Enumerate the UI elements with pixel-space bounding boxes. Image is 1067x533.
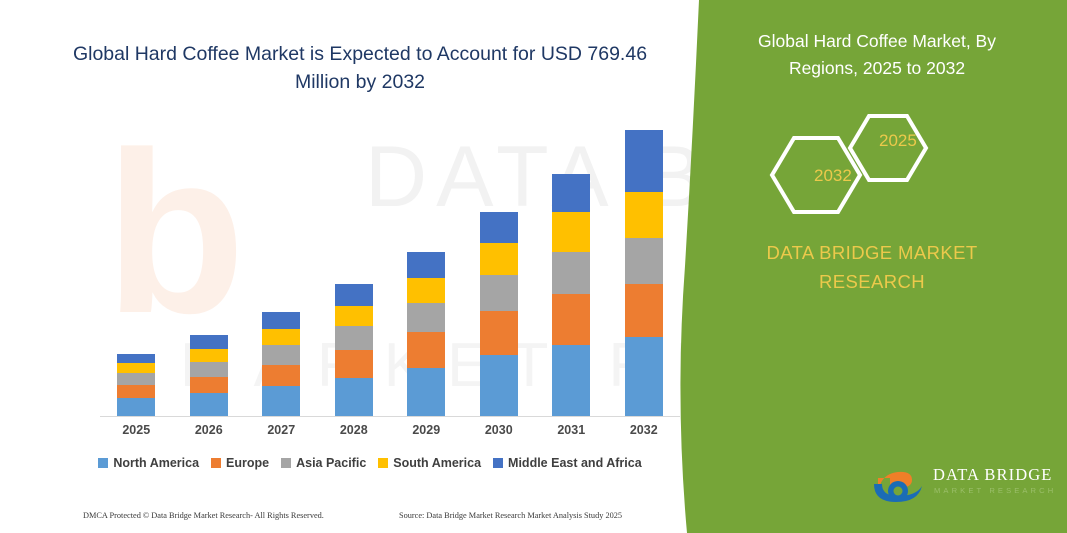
x-axis-line bbox=[100, 416, 680, 417]
legend-item[interactable]: North America bbox=[98, 456, 199, 470]
chart-legend: North America Europe Asia Pacific South Ame… bbox=[60, 456, 680, 470]
bar-group bbox=[479, 212, 518, 416]
bar-segment bbox=[262, 345, 301, 366]
x-axis-label: 2026 bbox=[194, 423, 223, 437]
legend-swatch-icon bbox=[98, 458, 109, 468]
bar-segment bbox=[624, 284, 663, 338]
green-panel-content: Global Hard Coffee Market, By Regions, 2… bbox=[667, 0, 1067, 533]
bar-segment bbox=[189, 392, 228, 416]
hexagon-outlines bbox=[769, 114, 929, 214]
legend-item[interactable]: Europe bbox=[211, 456, 269, 470]
bar-segment bbox=[479, 310, 518, 356]
legend-label: Europe bbox=[226, 456, 270, 470]
bar-segment bbox=[407, 302, 446, 333]
bar-segment bbox=[262, 328, 301, 346]
bar-segment bbox=[624, 192, 663, 239]
bar-segment bbox=[407, 368, 446, 416]
legend-label: Asia Pacific bbox=[296, 456, 367, 470]
x-axis-label: 2029 bbox=[412, 423, 441, 437]
bar-chart-plot bbox=[100, 120, 680, 416]
footer-dmca-text: DMCA Protected © Data Bridge Market Rese… bbox=[83, 511, 324, 520]
logo-tagline: MARKET RESEARCH bbox=[934, 486, 1057, 495]
bar-group bbox=[262, 312, 301, 416]
bar-segment bbox=[117, 373, 156, 385]
legend-label: North America bbox=[113, 456, 200, 470]
bar-group bbox=[117, 353, 156, 416]
bar-segment bbox=[262, 312, 301, 329]
legend-swatch-icon bbox=[378, 458, 389, 468]
bar-group bbox=[552, 174, 591, 416]
bar-segment bbox=[407, 251, 446, 278]
bar-segment bbox=[334, 284, 373, 306]
bar-segment bbox=[117, 397, 156, 416]
bar-segment bbox=[262, 365, 301, 387]
brand-name: DATA BRIDGE MARKET RESEARCH bbox=[766, 242, 978, 292]
footer-source-text: Source: Data Bridge Market Research Mark… bbox=[399, 511, 623, 520]
bar-segment bbox=[117, 384, 156, 398]
x-axis-label: 2030 bbox=[484, 423, 513, 437]
footer: DMCA Protected © Data Bridge Market Rese… bbox=[0, 508, 700, 528]
legend-item[interactable]: South America bbox=[378, 456, 481, 470]
bar-segment bbox=[407, 332, 446, 369]
x-axis-label: 2032 bbox=[629, 423, 658, 437]
chart-panel: Global Hard Coffee Market is Expected to… bbox=[0, 43, 700, 528]
legend-label: South America bbox=[393, 456, 482, 470]
green-panel-shape bbox=[680, 0, 1067, 533]
logo-name: DATA BRIDGE bbox=[933, 465, 1053, 484]
hexagon-label-2025: 2025 bbox=[879, 131, 917, 150]
bar-segment bbox=[479, 243, 518, 275]
bar-segment bbox=[189, 348, 228, 362]
bar-segment bbox=[189, 376, 228, 393]
bar-segment bbox=[334, 378, 373, 416]
bar-segment bbox=[552, 345, 591, 416]
bar-segment bbox=[334, 305, 373, 326]
bar-segment bbox=[117, 353, 156, 364]
bar-group bbox=[334, 284, 373, 416]
legend-swatch-icon bbox=[493, 458, 504, 468]
bar-segment bbox=[552, 174, 591, 213]
bar-group bbox=[624, 129, 663, 416]
bar-segment bbox=[189, 361, 228, 377]
legend-label: Middle East and Africa bbox=[508, 456, 642, 470]
green-panel: Global Hard Coffee Market, By Regions, 2… bbox=[667, 0, 1067, 533]
legend-item[interactable]: Asia Pacific bbox=[281, 456, 366, 470]
bar-segment bbox=[117, 363, 156, 374]
bar-segment bbox=[479, 355, 518, 416]
hexagon-label-2032: 2032 bbox=[814, 166, 852, 185]
bar-segment bbox=[262, 386, 301, 416]
x-axis-labels: 2025 2026 2027 2028 2029 2030 2031 2032 bbox=[100, 423, 680, 445]
legend-swatch-icon bbox=[281, 458, 292, 468]
hexagon-badges: 2032 2025 bbox=[732, 108, 1032, 223]
chart-title: Global Hard Coffee Market is Expected to… bbox=[72, 43, 648, 93]
legend-swatch-icon bbox=[211, 458, 222, 468]
bar-segment bbox=[479, 212, 518, 244]
bar-group bbox=[189, 335, 228, 416]
x-axis-label: 2028 bbox=[339, 423, 368, 437]
bar-segment bbox=[479, 274, 518, 311]
x-axis-label: 2025 bbox=[122, 423, 151, 437]
bar-segment bbox=[189, 335, 228, 349]
bar-segment bbox=[552, 294, 591, 346]
panel-title: Global Hard Coffee Market, By Regions, 2… bbox=[758, 31, 996, 78]
bar-group bbox=[407, 251, 446, 416]
logo: DATA BRIDGE MARKET RESEARCH bbox=[872, 458, 1057, 510]
bar-segment bbox=[624, 238, 663, 285]
bar-segment bbox=[407, 277, 446, 303]
x-axis-label: 2031 bbox=[557, 423, 586, 437]
legend-item[interactable]: Middle East and Africa bbox=[493, 456, 642, 470]
bar-segment bbox=[552, 251, 591, 295]
bar-segment bbox=[624, 337, 663, 416]
logo-mark-icon bbox=[874, 462, 922, 502]
bar-segment bbox=[552, 212, 591, 252]
bar-segment bbox=[334, 350, 373, 379]
bar-segment bbox=[624, 129, 663, 193]
x-axis-label: 2027 bbox=[267, 423, 296, 437]
bar-segment bbox=[334, 325, 373, 351]
